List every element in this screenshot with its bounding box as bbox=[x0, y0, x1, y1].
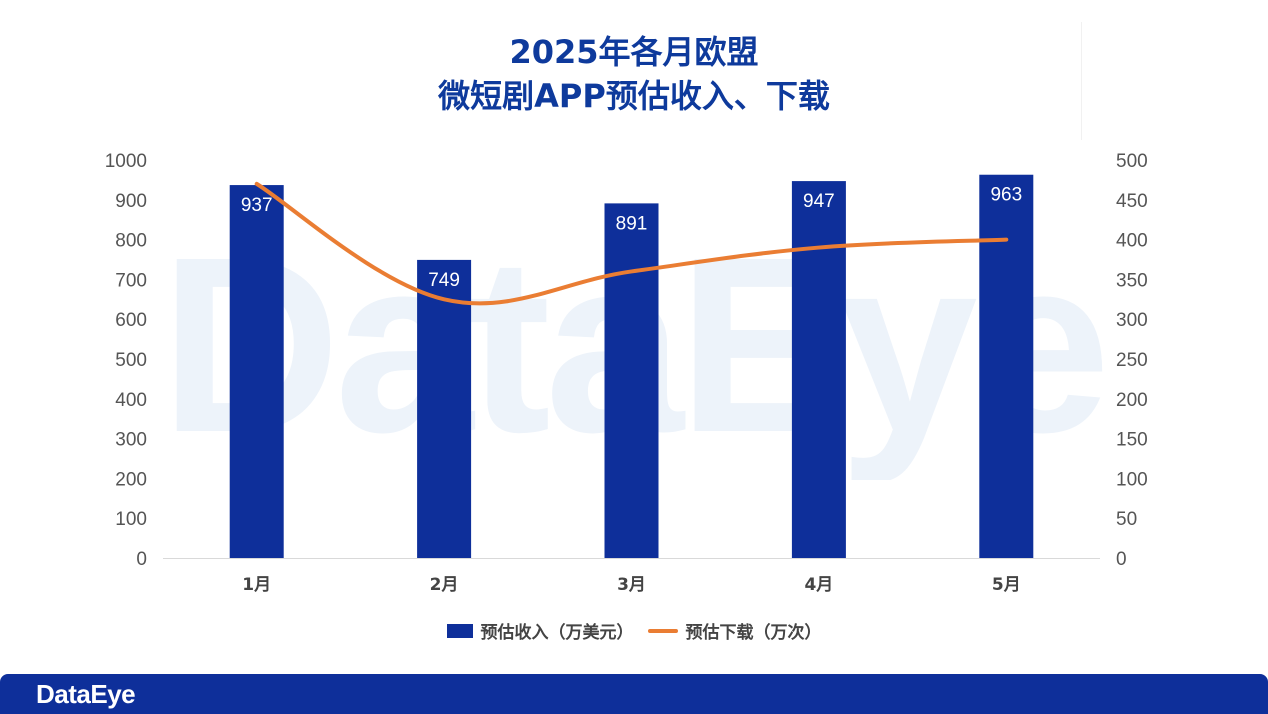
right-tick-label: 50 bbox=[1116, 509, 1137, 530]
left-tick-label: 600 bbox=[115, 310, 147, 331]
right-tick-label: 150 bbox=[1116, 430, 1148, 451]
left-tick-label: 700 bbox=[115, 270, 147, 291]
bar-value-label: 937 bbox=[241, 195, 273, 216]
legend-label-revenue: 预估收入（万美元） bbox=[480, 623, 634, 643]
left-tick-label: 900 bbox=[115, 191, 147, 212]
bar-series bbox=[229, 174, 1034, 558]
right-tick-label: 450 bbox=[1116, 191, 1148, 212]
bar bbox=[604, 203, 659, 558]
legend-item-downloads: 预估下载（万次） bbox=[647, 618, 822, 643]
x-tick-label: 1月 bbox=[242, 575, 271, 595]
right-tick-label: 250 bbox=[1116, 350, 1148, 371]
right-tick-label: 200 bbox=[1116, 390, 1148, 411]
left-tick-label: 200 bbox=[115, 469, 147, 490]
left-tick-label: 1000 bbox=[105, 151, 147, 172]
right-tick-label: 400 bbox=[1116, 231, 1148, 252]
left-tick-label: 500 bbox=[115, 350, 147, 371]
left-tick-label: 100 bbox=[115, 509, 147, 530]
footer-bar: DataEye bbox=[0, 674, 1268, 714]
x-tick-label: 5月 bbox=[992, 575, 1021, 595]
chart-title-line2: 微短剧APP预估收入、下载 bbox=[438, 77, 830, 115]
right-tick-label: 100 bbox=[1116, 469, 1148, 490]
bar bbox=[229, 185, 284, 558]
bar-value-label: 749 bbox=[428, 270, 460, 291]
bar-value-label: 963 bbox=[990, 185, 1022, 206]
legend: 预估收入（万美元） 预估下载（万次） bbox=[0, 618, 1268, 643]
bar-value-label: 891 bbox=[616, 213, 648, 234]
x-tick-label: 4月 bbox=[804, 575, 833, 595]
left-axis: 0 100 200 300 400 500 600 700 800 900 1000 bbox=[105, 151, 147, 570]
bar bbox=[791, 181, 846, 558]
divider bbox=[1081, 22, 1082, 140]
legend-swatch-line bbox=[647, 628, 678, 633]
right-tick-label: 300 bbox=[1116, 310, 1148, 331]
footer-logo: DataEye bbox=[36, 679, 136, 709]
right-tick-label: 500 bbox=[1116, 151, 1148, 172]
x-tick-label: 3月 bbox=[617, 575, 646, 595]
legend-label-downloads: 预估下载（万次） bbox=[685, 623, 822, 643]
legend-swatch-bar bbox=[446, 623, 473, 638]
bar bbox=[979, 174, 1034, 558]
chart-title-line1: 2025年各月欧盟 bbox=[509, 33, 759, 71]
left-tick-label: 400 bbox=[115, 390, 147, 411]
right-tick-label: 350 bbox=[1116, 270, 1148, 291]
x-axis-labels: 1月 2月 3月 4月 5月 bbox=[242, 575, 1020, 595]
download-line bbox=[254, 181, 1009, 306]
legend-item-revenue: 预估收入（万美元） bbox=[446, 618, 634, 643]
left-tick-label: 0 bbox=[136, 549, 147, 570]
right-tick-label: 0 bbox=[1116, 549, 1127, 570]
bar-value-label: 947 bbox=[803, 191, 835, 212]
left-tick-label: 300 bbox=[115, 430, 147, 451]
right-axis: 0 50 100 150 200 250 300 350 400 450 500 bbox=[1116, 151, 1148, 570]
x-tick-label: 2月 bbox=[430, 575, 459, 595]
bar-data-labels: 937 749 891 947 963 bbox=[241, 185, 1022, 291]
line-series bbox=[254, 181, 1009, 306]
left-tick-label: 800 bbox=[115, 231, 147, 252]
bar bbox=[417, 259, 472, 558]
